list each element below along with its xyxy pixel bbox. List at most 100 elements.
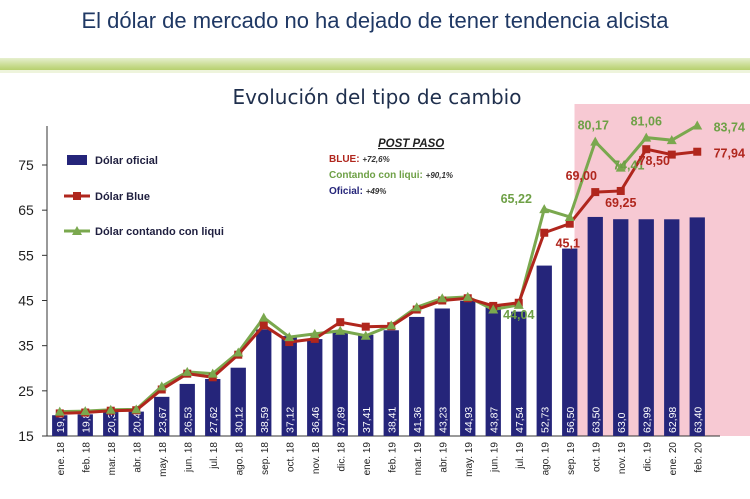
point-dolar-blue: [667, 150, 676, 159]
x-tick-label: jun. 18: [183, 442, 194, 473]
x-tick-label: ago. 18: [234, 442, 245, 476]
x-tick-label: ene. 18: [56, 442, 67, 476]
point-dolar-blue: [336, 318, 345, 327]
y-tick-label: 65: [18, 202, 34, 218]
point-dolar-ccl: [590, 136, 601, 146]
slide-title: El dólar de mercado no ha dejado de tene…: [81, 8, 669, 33]
bar-data-label: 63,50: [590, 407, 602, 433]
point-dolar-ccl: [233, 347, 244, 357]
bar-dolar-oficial: [77, 414, 93, 436]
bar-data-label: 19,8: [80, 412, 92, 433]
bar-data-label: 37,89: [335, 407, 347, 433]
bar-dolar-oficial: [358, 334, 374, 436]
point-dolar-ccl: [284, 332, 295, 342]
point-dolar-ccl: [462, 291, 473, 301]
x-tick-label: ene. 20: [668, 442, 679, 476]
bar-data-label: 38,59: [259, 407, 271, 433]
bar-data-label: 41,36: [412, 407, 424, 433]
point-dolar-ccl: [207, 368, 218, 378]
bar-dolar-oficial: [52, 415, 68, 436]
chart-title: Evolución del tipo de cambio: [233, 85, 522, 109]
x-tick-label: feb. 20: [693, 442, 704, 473]
x-tick-label: abr. 18: [132, 442, 143, 473]
post-paso-value: +72,6%: [362, 155, 389, 164]
title-rule-accent: [0, 70, 750, 73]
point-dolar-ccl: [131, 404, 142, 414]
x-tick-label: may. 18: [158, 442, 169, 477]
post-paso-key: BLUE: +72,6%: [329, 154, 390, 165]
blue-line: [59, 147, 698, 415]
data-label-ccl: 74,41: [613, 159, 644, 173]
post-paso-highlight: [574, 104, 750, 436]
bar-dolar-oficial: [536, 265, 552, 436]
x-tick-label: mar. 19: [413, 442, 424, 476]
point-dolar-blue: [693, 147, 702, 156]
y-tick-label: 55: [18, 247, 34, 263]
bar-data-label: 62,99: [641, 407, 653, 433]
point-dolar-blue: [310, 334, 319, 343]
bar-dolar-oficial: [511, 311, 527, 436]
point-dolar-blue: [540, 228, 549, 237]
data-label-blue: 77,94: [714, 147, 745, 161]
post-paso-key: Oficial: +49%: [329, 186, 386, 197]
x-tick-label: jun. 19: [489, 442, 500, 473]
bar-dolar-oficial: [587, 216, 603, 436]
point-dolar-ccl: [692, 120, 703, 130]
point-dolar-ccl: [437, 293, 448, 303]
point-dolar-ccl: [335, 325, 346, 335]
bar-dolar-oficial: [460, 300, 476, 436]
bar-data-label: 19,6: [55, 412, 67, 433]
point-dolar-blue: [285, 338, 294, 347]
bar-dolar-oficial: [613, 219, 629, 436]
post-paso-value: +90,1%: [426, 171, 453, 180]
bar-data-label: 44,93: [463, 407, 475, 433]
data-label-blue: 45,1: [556, 237, 580, 251]
x-tick-label: sep. 19: [566, 442, 577, 475]
legend-swatch-oficial: [67, 155, 87, 165]
bar-data-label: 36,46: [310, 407, 322, 433]
x-tick-label: jul. 19: [515, 442, 526, 470]
data-label-ccl: 80,17: [578, 119, 609, 133]
bar-dolar-oficial: [383, 330, 399, 436]
legend-label: Dólar Blue: [95, 191, 150, 203]
post-paso-value: +49%: [366, 187, 387, 196]
point-dolar-blue: [616, 186, 625, 195]
bar-data-label: 52,73: [539, 407, 551, 433]
point-dolar-ccl: [386, 320, 397, 330]
point-dolar-ccl: [666, 135, 677, 145]
bar-data-label: 26,53: [182, 407, 194, 433]
bar-dolar-oficial: [256, 329, 272, 436]
y-tick-label: 25: [18, 383, 34, 399]
bar-data-label: 30,12: [233, 407, 245, 433]
point-dolar-ccl: [309, 328, 320, 338]
post-paso-title: POST PASO: [378, 138, 444, 150]
point-dolar-ccl: [54, 406, 65, 416]
bar-dolar-oficial: [205, 378, 221, 436]
data-label-ccl: 65,22: [501, 192, 532, 206]
y-tick-label: 35: [18, 338, 34, 354]
bar-dolar-oficial: [664, 219, 680, 436]
bar-data-label: 56,50: [565, 407, 577, 433]
legend-label: Dólar contando con liqui: [95, 226, 224, 238]
point-dolar-ccl: [80, 406, 91, 416]
bar-dolar-oficial: [409, 316, 425, 436]
x-tick-label: oct. 18: [285, 442, 296, 472]
point-dolar-blue: [259, 321, 268, 330]
y-tick-label: 15: [18, 428, 34, 444]
data-label-blue: 69,00: [566, 169, 597, 183]
bar-data-label: 23,67: [157, 407, 169, 433]
post-paso-key: Contando con liqui: +90,1%: [329, 170, 453, 181]
x-tick-label: mar. 18: [107, 442, 118, 476]
ccl-line: [59, 124, 698, 414]
data-label-ccl: 83,74: [714, 121, 745, 135]
point-dolar-ccl: [564, 211, 575, 221]
bar-dolar-oficial: [562, 248, 578, 436]
bar-data-label: 37,12: [284, 407, 296, 433]
bar-dolar-oficial: [230, 367, 246, 436]
bar-data-label: 20,4: [131, 412, 143, 433]
title-rule: [0, 58, 750, 70]
bar-dolar-oficial: [638, 219, 654, 436]
point-dolar-ccl: [182, 366, 193, 376]
x-tick-label: nov. 19: [617, 442, 628, 474]
point-dolar-ccl: [360, 330, 371, 340]
